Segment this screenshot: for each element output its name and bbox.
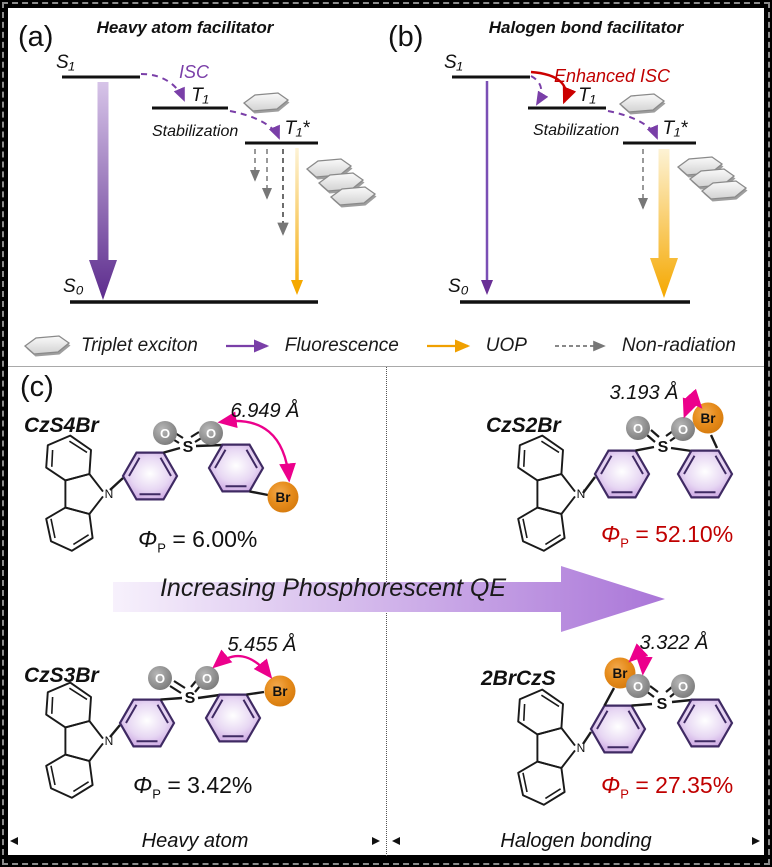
right-arrowhead-icon [752,837,760,845]
increasing-qe-arrow-shape [113,566,665,632]
nonradiation-arrow-icon [554,340,606,352]
t1star-label: T₁* [285,118,311,139]
legend-label: Fluorescence [284,335,399,356]
czs4br-structure: S [45,411,299,552]
phi-subscript: P [620,786,629,802]
distance-arrow [217,411,296,483]
2brczs-structure: S [517,643,734,806]
uop-arrowhead [291,280,303,295]
uop-arrow [650,149,678,298]
panel-c-molecules: (c) S CzS4Br 6.949 Å ΦP = 6.00% [8,366,764,856]
isc-label: ISC [179,62,210,82]
sulfur-label: S [185,690,196,707]
jablonski-heavy-atom: (a) Heavy atom facilitator S₁ ISC T₁ Sta… [18,18,378,304]
panel-c-letter: (c) [20,371,54,403]
phi-subscript: P [157,540,166,556]
enhanced-isc-label: Enhanced ISC [554,66,671,86]
phosphorescence-qe: ΦP = 6.00% [138,526,257,556]
distance-label: 6.949 Å [230,400,300,422]
stabilization-label: Stabilization [152,123,238,140]
triplet-exciton-icon [24,335,72,358]
t1-label: T₁ [578,85,596,106]
legend-label: Non-radiation [621,335,736,356]
panel-b-letter: (b) [388,21,423,53]
enhanced-isc-arrow [530,70,577,105]
jablonski-halogen-bond: (b) Halogen bond facilitator S₁ Enhanced… [388,18,749,304]
distance-label: 3.193 Å [609,382,679,404]
phi-subscript: P [152,786,161,802]
phi-symbol: Φ [133,772,153,798]
panel-b-title: Halogen bond facilitator [489,18,685,37]
left-arrowhead-icon [10,837,18,845]
molecule-czs4br: S CzS4Br 6.949 Å ΦP = 6.00% [0,369,390,584]
legend-fluorescence: Fluorescence [224,335,399,357]
figure-content: (a) Heavy atom facilitator S₁ ISC T₁ Sta… [8,8,764,856]
halogen-bonding-axis: Halogen bonding [392,829,760,853]
molecule-name: CzS4Br [24,414,99,437]
increasing-qe-text: Increasing Phosphorescent QE [159,574,507,602]
s0-label: S₀ [448,276,469,297]
sulfur-label: S [657,696,668,713]
legend-triplet-exciton: Triplet exciton [22,334,198,358]
legend: Triplet exciton Fluorescence UOP Non-rad… [8,326,764,366]
molecule-2brczs: S 2BrCzS 3.322 Å ΦP = 27.35% [386,616,772,831]
axis-label-text: Halogen bonding [500,829,652,852]
left-arrowhead-icon [392,837,400,845]
fluorescence-arrowhead [481,280,493,295]
panel-a-title: Heavy atom facilitator [97,18,275,37]
legend-uop: UOP [425,335,527,357]
t1star-label: T₁* [663,118,689,139]
t1-label: T₁ [191,85,209,106]
legend-label: Triplet exciton [81,335,198,356]
sulfur-label: S [183,439,194,456]
heavy-atom-axis: Heavy atom [10,829,380,853]
legend-nonradiation: Non-radiation [553,335,736,357]
distance-arrow [212,649,273,679]
phi-value: = 52.10% [635,521,734,547]
stabilization-label: Stabilization [533,122,619,139]
axis-label-text: Heavy atom [141,829,249,852]
phi-symbol: Φ [138,526,158,552]
isc-dashed-arrow [530,75,549,106]
distance-label: 3.322 Å [639,632,709,654]
panel-a-letter: (a) [18,21,53,53]
distance-label: 5.455 Å [227,634,297,656]
s1-label: S₁ [56,52,75,73]
fluorescence-arrow-icon [225,339,269,353]
legend-label: UOP [485,335,527,356]
sulfur-label: S [658,439,669,456]
s0-label: S₀ [63,276,84,297]
molecule-name: 2BrCzS [481,667,556,690]
distance-arrow [628,643,653,676]
phi-value: = 27.35% [635,772,734,798]
phosphorescence-qe: ΦP = 52.10% [601,521,733,551]
molecule-czs2br: S CzS2Br 3.193 Å ΦP = 52.10% [386,369,772,584]
increasing-qe-arrow: Increasing Phosphorescent QE [113,564,669,636]
molecule-name: CzS3Br [24,664,99,687]
stabilization-dashed-arrow [607,110,658,140]
stabilization-dashed-arrow [229,110,280,140]
phosphorescence-qe: ΦP = 27.35% [601,772,733,802]
phi-subscript: P [620,535,629,551]
molecule-name: CzS2Br [486,414,561,437]
phosphorescence-qe: ΦP = 3.42% [133,772,252,802]
czs2br-structure: S [517,388,734,552]
phi-symbol: Φ [601,772,621,798]
phi-value: = 3.42% [167,772,253,798]
uop-arrow-icon [426,339,470,353]
fluorescence-arrow [89,82,117,300]
molecule-czs3br: S CzS3Br 5.455 Å ΦP = 3.42% [0,616,390,831]
s1-label: S₁ [444,52,463,73]
czs3br-structure: S [45,649,296,799]
distance-arrow [682,388,703,419]
isc-dashed-arrow [140,73,185,102]
right-arrowhead-icon [372,837,380,845]
phi-symbol: Φ [601,521,621,547]
phi-value: = 6.00% [172,526,258,552]
